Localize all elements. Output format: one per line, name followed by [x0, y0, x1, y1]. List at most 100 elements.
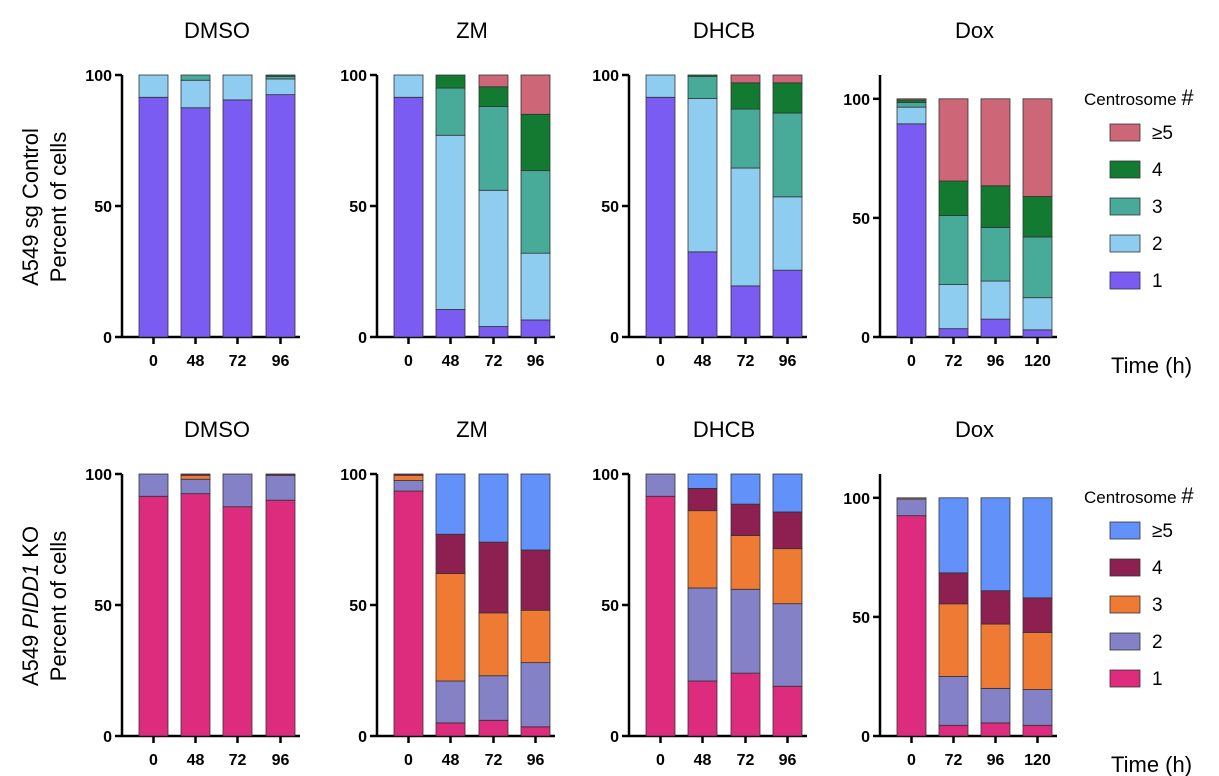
x-tick-label: 48	[694, 353, 712, 370]
bar-segment-4	[520, 549, 551, 611]
bar-segment-1	[772, 269, 803, 338]
row-label-suffix: KO	[18, 526, 43, 564]
bar-segment-4	[180, 473, 211, 476]
y-tick-label: 100	[592, 467, 619, 484]
bar-segment-1	[1022, 329, 1053, 338]
x-tick-label: 96	[527, 353, 545, 370]
bar-segment-4	[435, 533, 466, 574]
bar-segment-2	[980, 280, 1011, 320]
bar-segment-4	[687, 488, 718, 512]
legend-swatch	[1109, 595, 1141, 614]
bar-segment-1	[478, 719, 509, 737]
x-tick-label: 96	[272, 752, 290, 769]
bar-segment-1	[478, 326, 509, 338]
bar-segment-3	[772, 112, 803, 198]
chart-panel-2: ZM 0 50 100 0 48 72 96	[340, 18, 555, 370]
x-tick-label: 48	[187, 353, 205, 370]
legend-swatch	[1109, 632, 1141, 651]
legend-label: 3	[1152, 595, 1163, 616]
legend-title-mark: #	[1181, 483, 1194, 508]
bar-segment-2	[938, 676, 969, 726]
y-tick-label: 100	[843, 92, 870, 109]
bar-segment-1	[180, 493, 211, 737]
legend-title: Centrosome #	[1084, 483, 1194, 508]
bar-segment-4	[435, 74, 466, 89]
x-tick-label: 48	[187, 752, 205, 769]
legend-label: 1	[1152, 669, 1163, 690]
x-tick-label: 0	[149, 752, 158, 769]
bar-segment-3	[730, 108, 761, 169]
y-tick-label: 0	[610, 729, 619, 746]
bar-segment-3	[938, 603, 969, 677]
x-tick-label: 48	[442, 353, 460, 370]
chart-title: DMSO	[184, 18, 250, 43]
chart-title: DHCB	[693, 417, 755, 442]
bar-segment-ge5	[772, 74, 803, 84]
y-tick-label: 50	[601, 598, 619, 615]
row-label-control: A549 sg Control Percent of cells	[18, 128, 71, 286]
y-tick-label: 100	[592, 68, 619, 85]
bar-segment-3	[896, 497, 927, 500]
bar-segment-ge5	[938, 497, 969, 574]
bar-segment-2	[896, 498, 927, 517]
bar-segment-1	[938, 328, 969, 338]
x-tick-label: 72	[945, 752, 963, 769]
bar-segment-2	[393, 480, 424, 492]
row-label-line1: A549 sg Control	[18, 128, 43, 286]
bar-segment-4	[938, 572, 969, 605]
row-label-pidd1: A549 PIDD1 KO Percent of cells	[18, 526, 71, 686]
bar-segment-ge5	[435, 473, 466, 535]
bar-segment-2	[478, 675, 509, 721]
bar-segment-1	[393, 490, 424, 737]
x-tick-label: 96	[272, 353, 290, 370]
bar-segment-1	[645, 96, 676, 338]
bar-segment-1	[520, 319, 551, 338]
bar-segment-1	[772, 685, 803, 737]
bar-segment-1	[687, 680, 718, 737]
bar-segment-ge5	[1022, 98, 1053, 197]
legend-swatch	[1109, 521, 1141, 540]
bar-segment-3	[980, 227, 1011, 282]
bar-segment-3	[478, 106, 509, 191]
bar-segment-2	[265, 474, 296, 501]
bar-segment-1	[435, 309, 466, 338]
x-tick-label: 0	[149, 353, 158, 370]
chart-title: DMSO	[184, 417, 250, 442]
y-tick-label: 0	[610, 330, 619, 347]
x-tick-label: 72	[229, 752, 247, 769]
legend-title-text: Centrosome	[1084, 488, 1181, 507]
legend-label: 3	[1152, 197, 1163, 218]
bar-segment-4	[938, 180, 969, 216]
bar-segment-2	[180, 79, 211, 109]
chart-panel-7: DHCB 0 50 100 0 48 72 96	[592, 417, 807, 769]
y-tick-label: 50	[349, 199, 367, 216]
bar-segment-4	[478, 541, 509, 614]
chart-panel-8: Dox 0 50 100 0 72 96 120	[843, 417, 1057, 769]
bar-segment-4	[730, 82, 761, 110]
bar-segment-1	[265, 499, 296, 737]
bar-segment-2	[138, 473, 169, 497]
x-tick-label: 96	[779, 353, 797, 370]
x-tick-label: 96	[987, 353, 1005, 370]
y-tick-label: 0	[103, 330, 112, 347]
bar-segment-3	[435, 573, 466, 682]
bar-segment-1	[896, 123, 927, 338]
y-tick-label: 50	[601, 199, 619, 216]
bar-segment-2	[1022, 689, 1053, 726]
bar-segment-2	[687, 98, 718, 253]
bar-segment-4	[478, 86, 509, 107]
bar-segment-2	[730, 588, 761, 674]
bar-segment-3	[772, 548, 803, 605]
bar-segment-4	[687, 74, 718, 77]
y-tick-label: 100	[340, 467, 367, 484]
bar-segment-4	[730, 503, 761, 536]
bar-segment-3	[435, 87, 466, 136]
legend-label: 2	[1152, 234, 1163, 255]
chart-panel-1: DMSO 0 50 100 0 48 72 96	[85, 18, 300, 370]
bar-segment-2	[980, 687, 1011, 724]
bar-segment-1	[393, 96, 424, 338]
bar-segment-3	[180, 474, 211, 480]
bar-segment-1	[180, 107, 211, 338]
bar-segment-ge5	[1022, 497, 1053, 599]
